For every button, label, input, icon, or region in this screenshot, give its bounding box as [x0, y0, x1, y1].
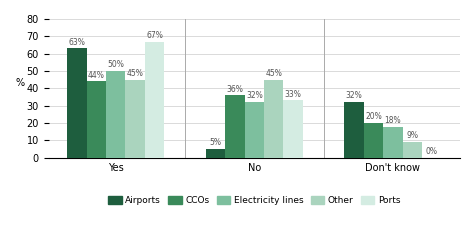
Text: 67%: 67% [146, 31, 163, 40]
Bar [67, 48, 87, 158]
Bar [383, 126, 402, 158]
Bar [264, 80, 284, 158]
Text: 45%: 45% [265, 69, 282, 78]
Text: 45%: 45% [127, 69, 143, 78]
Legend: Airports, CCOs, Electricity lines, Other, Ports: Airports, CCOs, Electricity lines, Other… [104, 193, 404, 209]
Bar [225, 95, 245, 158]
Bar [125, 80, 145, 158]
Text: 9%: 9% [406, 131, 418, 140]
Text: 33%: 33% [285, 90, 302, 99]
Y-axis label: %: % [15, 78, 24, 88]
Text: 63%: 63% [68, 38, 86, 47]
Text: 20%: 20% [365, 112, 382, 121]
Text: 5%: 5% [209, 138, 221, 147]
Bar [344, 102, 364, 158]
Text: 0%: 0% [426, 147, 437, 156]
Text: 50%: 50% [107, 60, 124, 69]
Bar [402, 142, 422, 158]
Bar [245, 102, 264, 158]
Text: 32%: 32% [346, 92, 362, 100]
Text: 32%: 32% [246, 92, 263, 100]
Text: 36%: 36% [227, 85, 243, 93]
Bar [145, 42, 164, 158]
Text: 18%: 18% [384, 116, 401, 125]
Bar [87, 81, 106, 158]
Bar [284, 100, 303, 158]
Bar [206, 149, 225, 158]
Text: 44%: 44% [88, 71, 105, 80]
Bar [106, 71, 125, 158]
Bar [364, 123, 383, 158]
